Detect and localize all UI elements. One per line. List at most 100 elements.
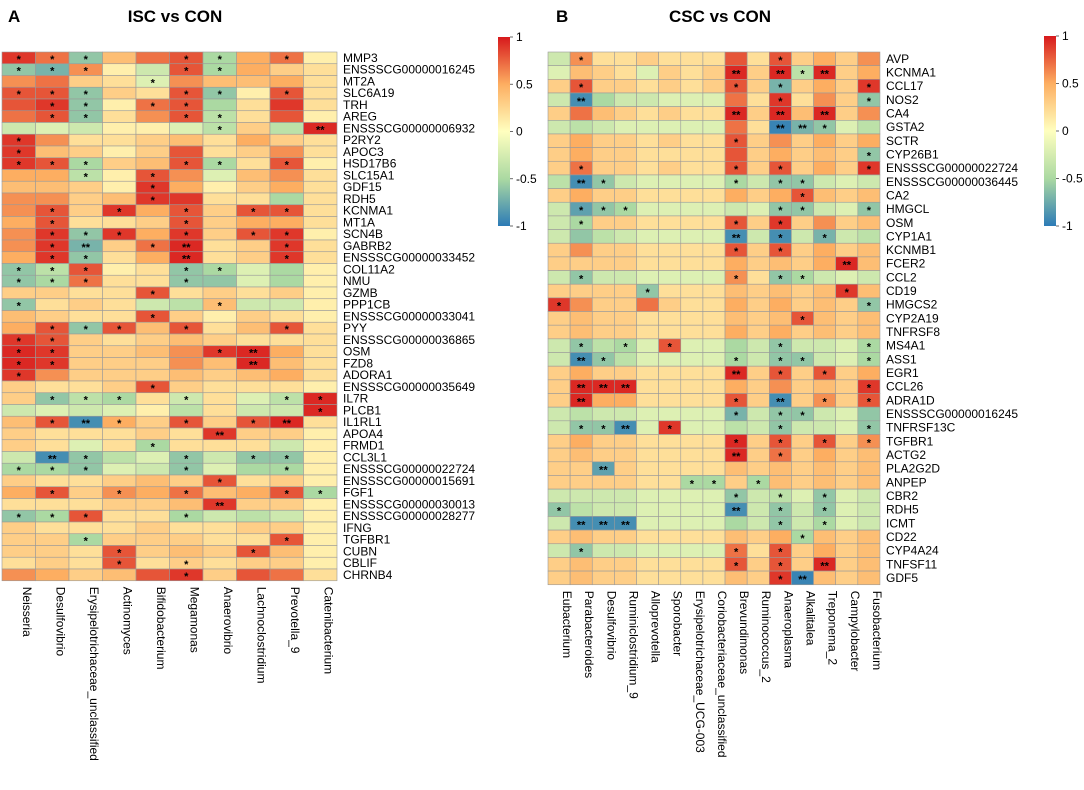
significance-mark: ** [732,109,741,121]
row-label: CCL17 [886,79,924,93]
heatmap-cell [236,556,271,570]
heatmap-cell [1,474,36,488]
significance-mark: ** [577,178,586,190]
heatmap-cell [35,133,70,147]
significance-mark: * [84,536,89,548]
significance-mark: * [50,395,55,407]
significance-mark: * [84,324,89,336]
heatmap-cell [269,509,304,523]
heatmap-cell [135,568,170,582]
heatmap-cell [68,133,103,147]
heatmap-cell [68,474,103,488]
heatmap-cell [724,420,748,435]
heatmap-cell [791,147,814,162]
row-label: ENSSSCG00000016245 [343,63,475,77]
heatmap-cell [102,286,137,300]
heatmap-cell [236,286,271,300]
heatmap-cell [791,160,814,176]
heatmap-cell [1,451,36,464]
heatmap-cell [791,133,814,148]
heatmap-cell [724,311,748,326]
heatmap-cell [658,557,682,572]
significance-mark: * [17,348,22,360]
heatmap-cell [614,393,637,408]
significance-mark: ** [621,519,630,531]
heatmap-cell [702,420,726,435]
heatmap-cell [658,201,682,217]
heatmap-cell [857,270,881,285]
heatmap-cell [236,157,271,170]
heatmap-cell [702,256,726,271]
heatmap-cell [768,461,792,476]
heatmap-cell [236,98,271,112]
heatmap-cell [702,120,726,135]
heatmap-cell [813,461,836,476]
heatmap-cell [835,475,859,490]
significance-mark: * [50,89,55,101]
heatmap-cell [835,51,859,66]
row-label: PLA2G2D [886,462,940,476]
significance-mark: * [17,371,22,383]
row-label: ANPEP [886,475,927,489]
significance-mark: * [778,560,783,572]
heatmap-cell [636,379,659,394]
heatmap-cell [746,201,770,217]
significance-mark: ** [577,519,586,531]
heatmap-cell [68,75,103,88]
significance-mark: * [285,207,290,219]
heatmap-cell [702,488,726,504]
significance-mark: * [151,312,156,324]
significance-mark: * [778,232,783,244]
heatmap-cell [636,352,659,367]
significance-mark: * [579,55,584,67]
legend-tick-label: 0.5 [1062,77,1079,91]
heatmap-cell [791,324,814,340]
heatmap-cell [591,434,615,449]
heatmap-cell [1,204,36,217]
heatmap-cell [236,498,271,511]
heatmap-cell [746,365,770,381]
heatmap-cell [68,439,103,452]
heatmap-cell [236,133,271,147]
heatmap-cell [680,65,704,80]
heatmap-cell [135,274,170,288]
heatmap-cell [68,192,103,206]
heatmap-cell [236,439,271,452]
heatmap-cell [269,498,304,511]
heatmap-cell [835,502,859,517]
heatmap-cell [768,133,792,148]
significance-mark: * [50,489,55,501]
heatmap-cell [680,447,704,463]
heatmap-cell [135,321,170,335]
column-label: Brevundimonas [737,591,751,674]
heatmap-cell [1,380,36,394]
column-label: Erysipelotrichaceae_unclassified [87,587,101,761]
heatmap-cell [135,298,170,311]
heatmap-cell [680,557,704,572]
heatmap-cell [857,174,881,189]
significance-mark: ** [215,430,224,442]
heatmap-cell [702,242,726,258]
heatmap-cell [746,352,770,367]
heatmap-cell [35,533,70,546]
significance-mark: * [50,242,55,254]
significance-mark: * [17,465,22,477]
significance-mark: * [84,113,89,125]
heatmap-cell [135,509,170,523]
heatmap-cell [547,543,571,558]
heatmap-cell [835,406,859,422]
significance-mark: * [285,254,290,266]
heatmap-cell [658,188,682,203]
significance-mark: * [184,113,189,125]
heatmap-cell [591,393,615,408]
heatmap-cell [702,51,726,66]
significance-mark: * [17,148,22,160]
heatmap-cell [636,529,659,545]
heatmap-cell [135,63,170,76]
heatmap-cell [614,174,637,189]
row-label: ENSSSCG00000036445 [886,175,1018,189]
heatmap-cell [202,357,237,370]
heatmap-cell [857,570,881,586]
heatmap-cell [135,427,170,441]
heatmap-cell [658,256,682,271]
